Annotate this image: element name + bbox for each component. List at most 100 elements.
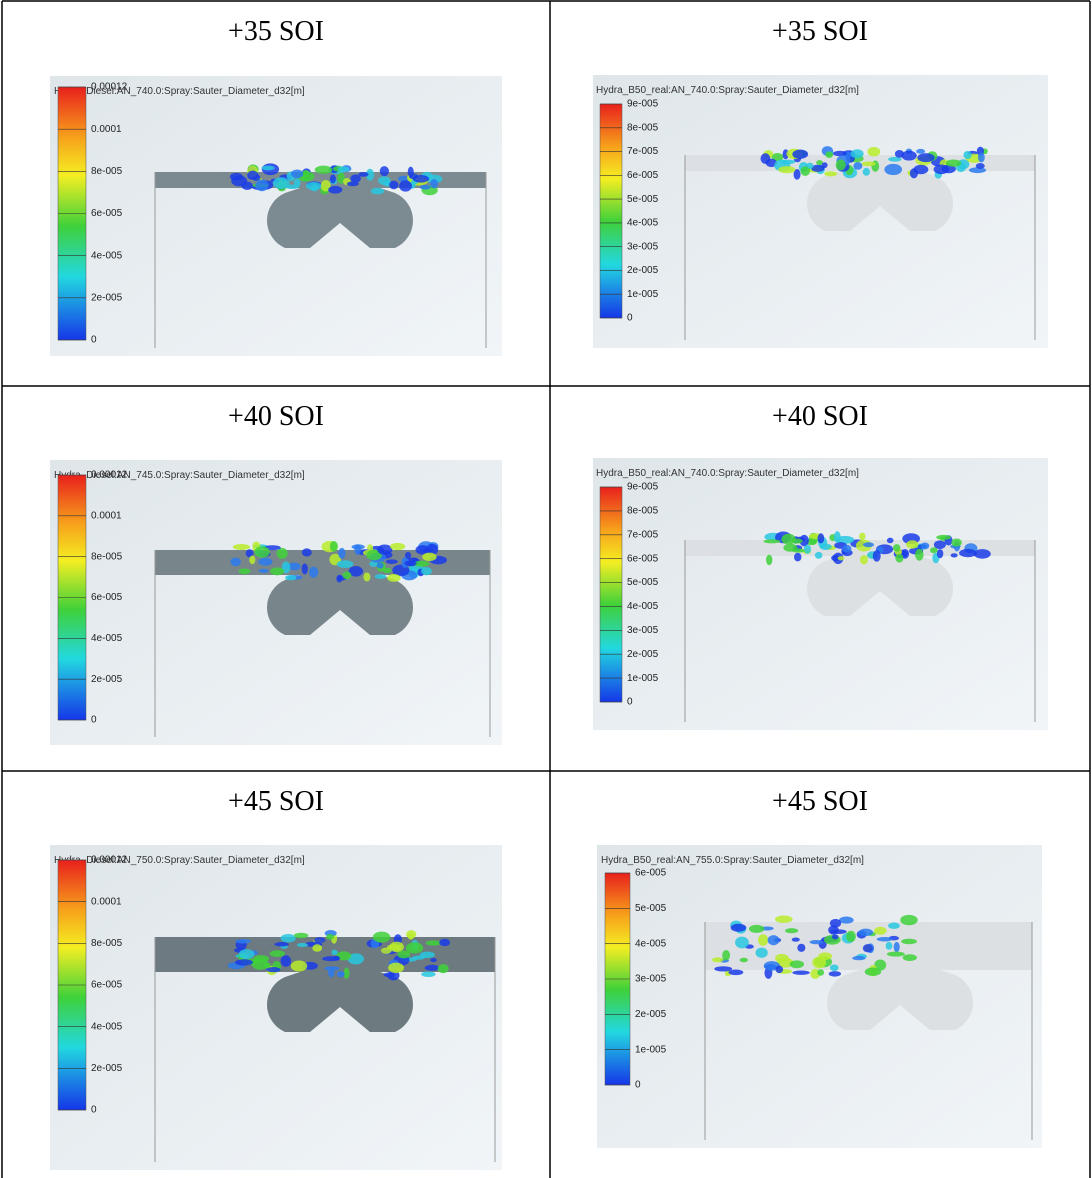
colorbar-label: 2e-005 [91, 1063, 123, 1074]
spray-droplet [277, 548, 288, 559]
spray-droplet [946, 159, 962, 166]
spray-droplet [371, 188, 384, 195]
colorbar-label: 0 [635, 1080, 641, 1091]
colorbar-label: 0 [91, 335, 97, 346]
spray-droplet [937, 549, 943, 558]
colorbar-label: 4e-005 [627, 601, 659, 612]
spray-droplet [963, 151, 971, 159]
simulation-image: Hydra_Diesel:AN_745.0:Spray:Sauter_Diame… [50, 460, 502, 745]
spray-droplet [399, 180, 412, 191]
spray-droplet [916, 149, 925, 154]
spray-droplet [839, 917, 854, 924]
colorbar-label: 8e-005 [627, 122, 659, 133]
spray-droplet [235, 959, 253, 965]
spray-droplet [853, 162, 862, 170]
spray-droplet [389, 181, 398, 190]
spray-droplet [815, 552, 823, 559]
spray-droplet [230, 558, 240, 567]
page: +35 SOIHydra_Diesel:AN_740.0:Spray:Saute… [0, 0, 1092, 1178]
colorbar-label: 0.00012 [91, 82, 128, 93]
spray-droplet [408, 167, 414, 178]
spray-droplet [328, 186, 342, 194]
spray-droplet [377, 562, 384, 568]
spray-droplet [294, 178, 301, 187]
spray-droplet [936, 535, 951, 540]
spray-droplet [758, 934, 768, 946]
colorbar-label: 4e-005 [627, 218, 659, 229]
spray-droplet [261, 166, 274, 171]
spray-droplet [731, 924, 747, 932]
spray-droplet [426, 940, 442, 945]
spray-droplet [851, 149, 864, 158]
spray-droplet [354, 544, 361, 555]
spray-droplet [867, 147, 880, 157]
spray-droplet [863, 168, 870, 176]
spray-droplet [761, 153, 771, 164]
spray-droplet [338, 548, 345, 559]
spray-droplet [337, 560, 354, 568]
spray-droplet [390, 543, 405, 550]
spray-droplet [887, 951, 905, 956]
spray-droplet [259, 569, 269, 573]
colorbar-label: 0 [91, 715, 97, 726]
spray-droplet [921, 543, 930, 550]
spray-droplet [903, 954, 917, 961]
colorbar-label: 8e-005 [91, 938, 123, 949]
spray-droplet [809, 940, 823, 944]
spray-droplet [959, 549, 977, 557]
colorbar-label: 6e-005 [91, 208, 123, 219]
spray-droplet [915, 549, 923, 561]
spray-droplet [749, 925, 764, 933]
spray-droplet [270, 567, 284, 575]
table-cell: +40 SOI Hydra_B50_real:AN_740.0:Spray:Sau… [593, 401, 1048, 730]
simulation-image: Hydra_Diesel:AN_750.0:Spray:Sauter_Diame… [50, 845, 502, 1170]
spray-droplet [421, 971, 435, 977]
spray-droplet [420, 185, 431, 190]
spray-droplet [342, 571, 351, 579]
spray-droplet [274, 942, 289, 947]
spray-droplet [338, 167, 350, 172]
colorbar-label: 0 [627, 313, 633, 324]
spray-droplet [874, 927, 887, 935]
spray-droplet [270, 950, 285, 957]
spray-droplet [421, 567, 432, 575]
simulation-image: Hydra_B50_real:AN_755.0:Spray:Sauter_Dia… [597, 845, 1042, 1148]
colorbar-label: 6e-005 [635, 868, 667, 879]
spray-droplet [255, 180, 268, 192]
spray-droplet [408, 933, 414, 940]
spray-droplet [331, 950, 337, 956]
spray-droplet [775, 916, 793, 923]
spray-droplet [951, 538, 962, 546]
spray-droplet [792, 938, 800, 942]
colorbar-label: 3e-005 [635, 974, 667, 985]
spray-droplet [768, 935, 780, 945]
table-cell: +35 SOIHydra_B50_real:AN_740.0:Spray:Sau… [593, 16, 1048, 348]
spray-droplet [291, 170, 303, 179]
spray-droplet [326, 934, 334, 940]
spray-droplet [790, 960, 804, 968]
spray-droplet [951, 553, 958, 557]
spray-droplet [315, 166, 333, 174]
table-cell: +35 SOIHydra_Diesel:AN_740.0:Spray:Saute… [50, 16, 502, 356]
cell-heading: +40 SOI [772, 401, 868, 432]
colorbar-label: 6e-005 [91, 592, 123, 603]
spray-droplet [852, 956, 865, 960]
spray-droplet [241, 182, 252, 190]
spray-droplet [312, 944, 322, 951]
colorbar-label: 0.0001 [91, 124, 122, 135]
colorbar-label: 7e-005 [627, 529, 659, 540]
image-title: Hydra_B50_real:AN_740.0:Spray:Sauter_Dia… [596, 468, 859, 479]
spray-droplet [405, 552, 411, 559]
spray-droplet [794, 553, 801, 562]
simulation-image: Hydra_Diesel:AN_740.0:Spray:Sauter_Diame… [50, 76, 502, 356]
spray-droplet [792, 548, 805, 552]
colorbar-label: 1e-005 [627, 673, 659, 684]
spray-droplet [862, 161, 876, 166]
simulation-image: Hydra_B50_real:AN_740.0:Spray:Sauter_Dia… [593, 75, 1048, 348]
colorbar-label: 6e-005 [627, 170, 659, 181]
spray-droplet [302, 563, 308, 574]
spray-droplet [842, 545, 851, 553]
spray-droplet [722, 950, 730, 961]
colorbar-label: 3e-005 [627, 241, 659, 252]
spray-droplet [378, 176, 390, 185]
